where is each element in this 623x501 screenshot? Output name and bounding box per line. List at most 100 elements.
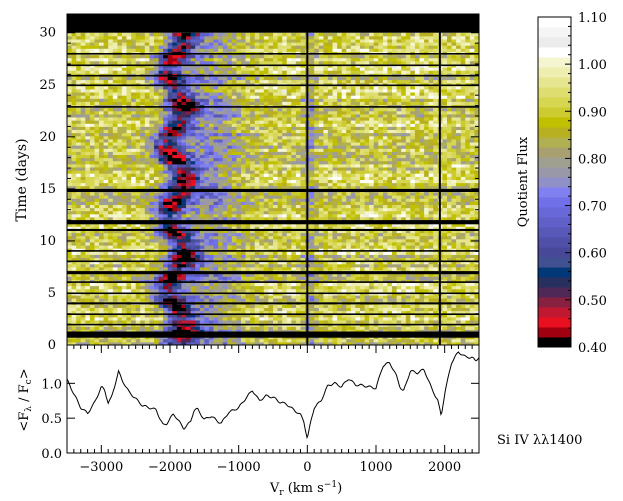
heatmap-cell bbox=[204, 182, 210, 187]
heatmap-cell bbox=[419, 316, 425, 321]
heatmap-cell bbox=[71, 229, 77, 234]
heatmap-cell bbox=[346, 248, 352, 252]
heatmap-cell bbox=[323, 285, 329, 290]
heatmap-cell bbox=[186, 304, 192, 308]
heatmap-cell bbox=[76, 282, 82, 287]
heatmap-cell bbox=[424, 304, 430, 308]
heatmap-cell bbox=[382, 254, 388, 258]
heatmap-cell bbox=[382, 235, 388, 240]
heatmap-cell bbox=[346, 285, 352, 290]
heatmap-cell bbox=[405, 217, 411, 221]
heatmap-cell bbox=[186, 213, 192, 218]
heatmap-cell bbox=[442, 229, 448, 234]
heatmap-cell bbox=[451, 238, 457, 243]
heatmap-cell bbox=[236, 257, 242, 262]
heatmap-cell bbox=[190, 217, 196, 221]
heatmap-cell bbox=[314, 242, 320, 246]
heatmap-cell bbox=[378, 273, 384, 277]
heatmap-cell bbox=[135, 329, 141, 333]
heatmap-cell bbox=[382, 223, 388, 227]
heatmap-cell bbox=[89, 263, 95, 268]
heatmap-cell bbox=[117, 207, 123, 212]
heatmap-cell bbox=[250, 238, 256, 243]
heatmap-cell bbox=[94, 248, 100, 252]
heatmap-cell bbox=[428, 295, 434, 299]
heatmap-cell bbox=[199, 304, 205, 308]
heatmap-cell bbox=[204, 223, 210, 227]
heatmap-cell bbox=[112, 170, 118, 174]
heatmap-cell bbox=[387, 223, 393, 227]
heatmap-cell bbox=[131, 192, 137, 196]
heatmap-cell bbox=[327, 285, 333, 290]
heatmap-cell bbox=[149, 273, 155, 277]
heatmap-cell bbox=[405, 279, 411, 283]
heatmap-cell bbox=[433, 173, 439, 177]
heatmap-cell bbox=[295, 316, 301, 321]
heatmap-cell bbox=[167, 223, 173, 227]
heatmap-cell bbox=[282, 248, 288, 252]
heatmap-cell bbox=[387, 298, 393, 302]
heatmap-cell bbox=[254, 313, 260, 318]
heatmap-cell bbox=[291, 207, 297, 212]
heatmap-cell bbox=[144, 341, 150, 346]
heatmap-cell bbox=[208, 201, 214, 205]
heatmap-cell bbox=[318, 176, 324, 180]
heatmap-cell bbox=[163, 310, 169, 315]
heatmap-cell bbox=[108, 198, 114, 202]
heatmap-cell bbox=[424, 282, 430, 287]
heatmap-cell bbox=[405, 235, 411, 240]
heatmap-cell bbox=[245, 263, 251, 268]
heatmap-cell bbox=[218, 242, 224, 246]
heatmap-cell bbox=[126, 279, 132, 283]
heatmap-cell bbox=[176, 260, 182, 265]
heatmap-cell bbox=[405, 179, 411, 184]
heatmap-cell bbox=[259, 304, 265, 308]
heatmap-cell bbox=[85, 192, 91, 196]
heatmap-cell bbox=[231, 338, 237, 343]
heatmap-cell bbox=[71, 276, 77, 280]
heatmap-cell bbox=[94, 310, 100, 315]
heatmap-cell bbox=[167, 279, 173, 283]
heatmap-cell bbox=[451, 210, 457, 215]
heatmap-cell bbox=[364, 204, 370, 209]
heatmap-cell bbox=[291, 279, 297, 283]
heatmap-cell bbox=[323, 298, 329, 302]
heatmap-cell bbox=[167, 257, 173, 262]
heatmap-cell bbox=[360, 248, 366, 252]
heatmap-cell bbox=[85, 245, 91, 249]
heatmap-cell bbox=[392, 266, 398, 271]
heatmap-cell bbox=[241, 338, 247, 343]
heatmap-cell bbox=[277, 245, 283, 249]
heatmap-cell bbox=[433, 235, 439, 240]
heatmap-cell bbox=[218, 279, 224, 283]
heatmap-cell bbox=[286, 310, 292, 315]
heatmap-cell bbox=[442, 329, 448, 333]
heatmap-cell bbox=[204, 192, 210, 196]
heatmap-cell bbox=[327, 235, 333, 240]
heatmap-cell bbox=[350, 329, 356, 333]
heatmap-cell bbox=[286, 254, 292, 258]
heatmap-cell bbox=[259, 207, 265, 212]
heatmap-cell bbox=[241, 232, 247, 237]
heatmap-cell bbox=[277, 329, 283, 333]
heatmap-cell bbox=[172, 266, 178, 271]
heatmap-cell bbox=[378, 179, 384, 184]
heatmap-cell bbox=[378, 198, 384, 202]
heatmap-cell bbox=[428, 304, 434, 308]
heatmap-cell bbox=[447, 213, 453, 218]
heatmap-cell bbox=[433, 226, 439, 230]
heatmap-cell bbox=[309, 254, 315, 258]
heatmap-cell bbox=[373, 195, 379, 199]
heatmap-cell bbox=[144, 338, 150, 343]
heatmap-cell bbox=[410, 207, 416, 212]
heatmap-cell bbox=[121, 260, 127, 265]
heatmap-cell bbox=[428, 279, 434, 283]
heatmap-cell bbox=[135, 248, 141, 252]
heatmap-cell bbox=[327, 304, 333, 308]
heatmap-cell bbox=[433, 232, 439, 237]
heatmap-cell bbox=[176, 295, 182, 299]
heatmap-cell bbox=[254, 248, 260, 252]
heatmap-cell bbox=[71, 266, 77, 271]
heatmap-cell bbox=[158, 329, 164, 333]
heatmap-cell bbox=[392, 326, 398, 330]
